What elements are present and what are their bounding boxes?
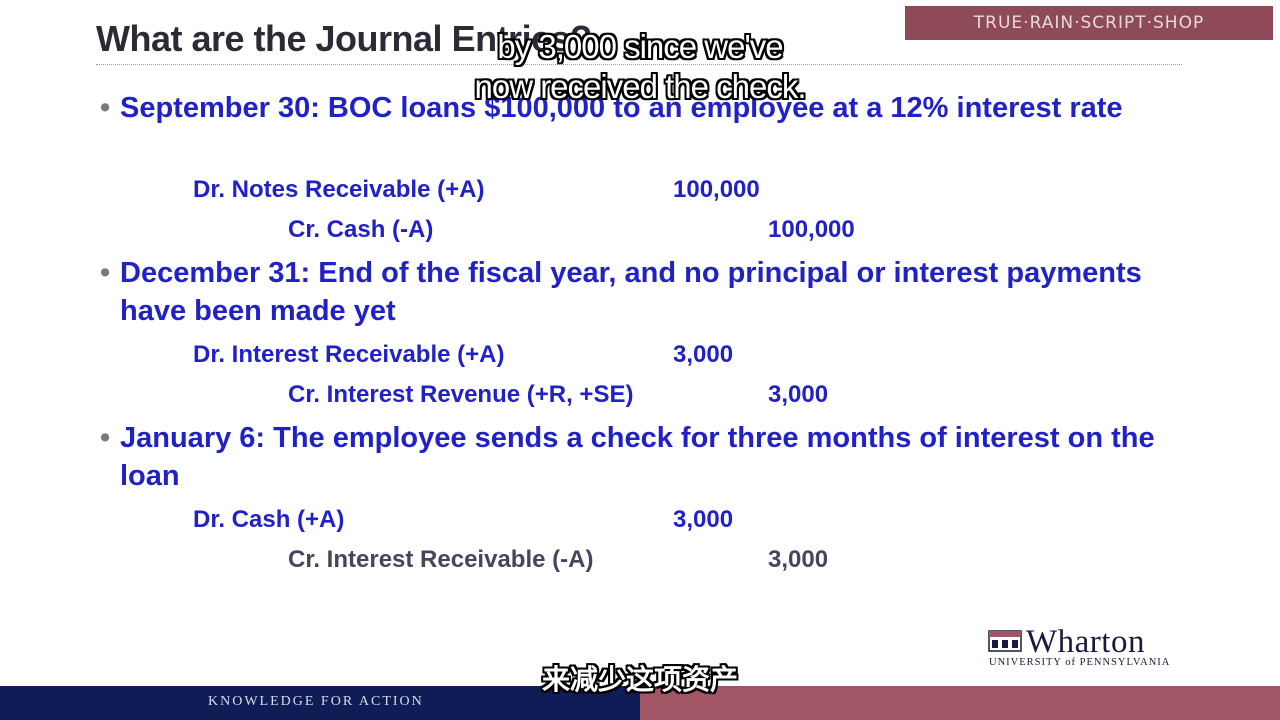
bullet-dot: • <box>100 257 111 289</box>
entry-debit-label: Dr. Notes Receivable (+A) <box>193 176 485 203</box>
entry-credit-label: Cr. Interest Receivable (-A) <box>288 546 594 573</box>
bullet-text: December 31: End of the fiscal year, and… <box>120 257 1142 327</box>
subtitle-english-line2: now received the check. <box>474 68 806 105</box>
bullet-january: • January 6: The employee sends a check … <box>100 419 1180 495</box>
bullet-december: • December 31: End of the fiscal year, a… <box>100 254 1180 330</box>
subtitle-english-line1: by 3,000 since we've <box>497 28 783 65</box>
logo-wordmark: Wharton <box>1026 624 1145 660</box>
title-divider <box>96 64 1182 65</box>
logo-subtitle: UNIVERSITY of PENNSYLVANIA <box>989 657 1171 668</box>
entry-debit-amount: 3,000 <box>673 506 734 533</box>
bullet-text: January 6: The employee sends a check fo… <box>120 422 1155 492</box>
entry-debit-amount: 3,000 <box>673 341 734 368</box>
entry-debit-label: Dr. Interest Receivable (+A) <box>193 341 505 368</box>
bullet-dot: • <box>100 422 111 454</box>
bullet-dot: • <box>100 92 111 124</box>
shield-icon <box>988 630 1022 652</box>
slide-title: What are the Journal Entries? <box>96 18 592 59</box>
entry-debit-label: Dr. Cash (+A) <box>193 506 345 533</box>
entry-credit-amount: 100,000 <box>768 216 855 243</box>
bullet-september: • September 30: BOC loans $100,000 to an… <box>100 89 1180 127</box>
footer-maroon-bar <box>640 686 1280 720</box>
footer-tagline: KNOWLEDGE FOR ACTION <box>208 694 424 709</box>
footer-navy-bar: KNOWLEDGE FOR ACTION <box>0 686 640 720</box>
entry-credit-amount: 3,000 <box>768 546 829 573</box>
entry-credit-amount: 3,000 <box>768 381 829 408</box>
watermark-banner: TRUE·RAIN·SCRIPT·SHOP <box>905 6 1273 40</box>
entry-credit-label: Cr. Cash (-A) <box>288 216 434 243</box>
bullet-text: September 30: BOC loans $100,000 to an e… <box>120 92 1123 124</box>
entry-debit-amount: 100,000 <box>673 176 760 203</box>
entry-credit-label: Cr. Interest Revenue (+R, +SE) <box>288 381 634 408</box>
subtitle-chinese: 来减少这项资产 <box>541 663 738 696</box>
wharton-logo: Wharton UNIVERSITY of PENNSYLVANIA <box>988 624 1193 672</box>
